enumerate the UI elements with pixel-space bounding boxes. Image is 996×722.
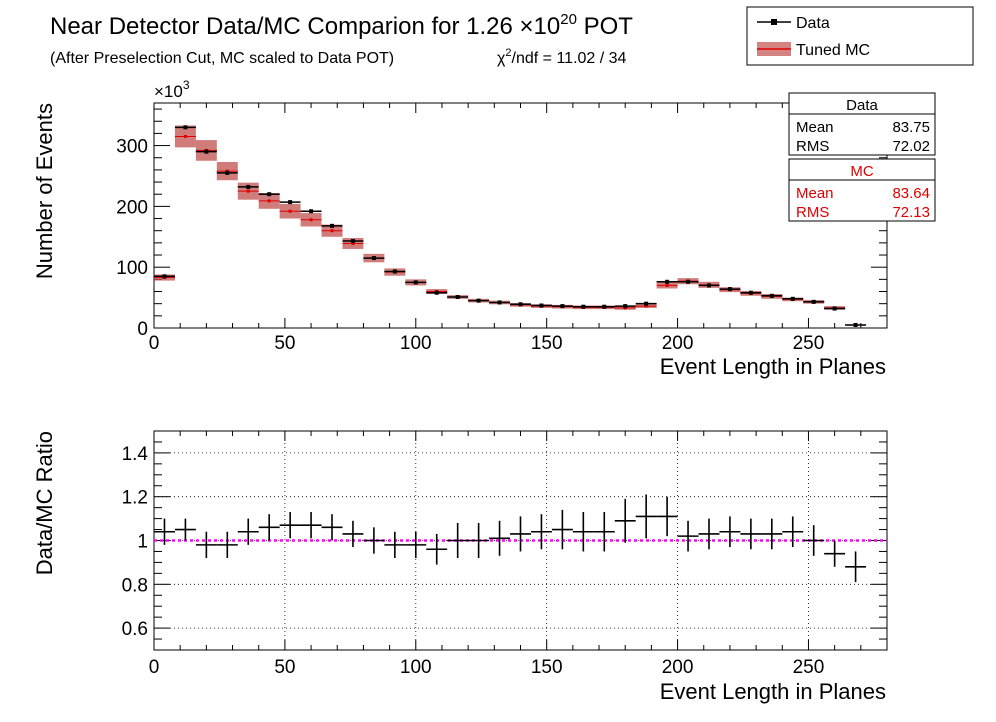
bottom-axis-ticks [153, 430, 888, 651]
x-tick-label: 250 [793, 657, 825, 678]
data-point [706, 283, 711, 288]
legend-mc-label: Tuned MC [796, 42, 870, 59]
mc-point [246, 189, 250, 193]
data-point [832, 306, 837, 311]
stats-data-rms-label: RMS [796, 138, 829, 155]
stats-data-mean-value: 83.75 [892, 119, 930, 136]
top-mc-bands [154, 125, 867, 326]
data-point [518, 302, 523, 307]
chi2-label: χ2/ndf = 11.02 / 34 [497, 47, 627, 67]
data-point [748, 290, 753, 295]
data-point [560, 304, 565, 309]
data-point [162, 274, 167, 279]
mc-point [665, 283, 669, 287]
x-tick-label: 100 [400, 333, 432, 354]
data-point [288, 200, 293, 205]
data-point [623, 304, 628, 309]
data-point [853, 322, 858, 327]
stats-data-mean-label: Mean [796, 119, 834, 136]
chart-title: Near Detector Data/MC Comparion for 1.26… [50, 11, 633, 40]
top-data-points [154, 125, 867, 327]
data-point [455, 294, 460, 299]
y-scale-label: ×103 [154, 78, 190, 101]
data-point [476, 298, 481, 303]
mc-point [288, 209, 292, 213]
x-tick-label: 200 [662, 333, 694, 354]
mc-point [309, 218, 313, 222]
data-point [581, 304, 586, 309]
stats-mc-mean-value: 83.64 [892, 185, 930, 202]
data-point [665, 279, 670, 284]
bottom-y-axis-label: Data/MC Ratio [32, 431, 57, 575]
top-y-tick-labels: 0 100 200 300 [116, 137, 148, 340]
data-point [183, 125, 188, 130]
data-point [686, 279, 691, 284]
mc-point [351, 241, 355, 245]
y-tick-label: 0 [137, 319, 148, 340]
y-tick-label: 200 [116, 197, 148, 218]
data-point [644, 301, 649, 306]
data-point [392, 269, 397, 274]
bottom-x-axis-label: Event Length in Planes [660, 679, 886, 704]
stats-mc-rms-label: RMS [796, 204, 829, 221]
x-tick-label: 150 [531, 657, 563, 678]
data-point [350, 239, 355, 244]
data-point [539, 303, 544, 308]
mc-point [267, 199, 271, 203]
stats-box-mc: MC Mean 83.64 RMS 72.13 [788, 158, 936, 222]
legend-data-marker [771, 19, 777, 25]
data-point [309, 209, 314, 214]
data-point [267, 192, 272, 197]
data-point [434, 290, 439, 295]
mc-point [644, 304, 648, 308]
ratio-points [154, 494, 867, 583]
y-tick-label: 1 [137, 532, 148, 553]
mc-point [330, 229, 334, 233]
y-tick-label: 1.2 [122, 488, 148, 509]
data-point [330, 223, 335, 228]
data-point [413, 280, 418, 285]
bottom-y-tick-labels: 0.6 0.8 1 1.2 1.4 [122, 444, 149, 640]
legend-data-label: Data [796, 15, 830, 32]
y-tick-label: 0.6 [122, 619, 148, 640]
stats-mc-rms-value: 72.13 [892, 204, 930, 221]
stats-data-title: Data [846, 97, 878, 114]
top-x-axis-label: Event Length in Planes [660, 354, 886, 379]
data-point [811, 299, 816, 304]
bottom-x-tick-labels: 0 50 100 150 200 250 [149, 657, 825, 678]
stats-box-data: Data Mean 83.75 RMS 72.02 [788, 92, 936, 156]
stats-mc-mean-label: Mean [796, 185, 834, 202]
stats-mc-title: MC [850, 163, 873, 180]
x-tick-label: 0 [149, 333, 160, 354]
y-tick-label: 300 [116, 137, 148, 158]
legend: Data Tuned MC [746, 6, 974, 66]
data-point [246, 184, 251, 189]
x-tick-label: 100 [400, 657, 432, 678]
data-point [790, 296, 795, 301]
chart-subtitle: (After Preselection Cut, MC scaled to Da… [50, 50, 394, 67]
x-tick-label: 200 [662, 657, 694, 678]
top-y-axis-label: Number of Events [32, 103, 57, 279]
mc-point [183, 134, 187, 138]
stats-data-rms-value: 72.02 [892, 138, 930, 155]
x-tick-label: 250 [793, 333, 825, 354]
data-point [497, 300, 502, 305]
x-tick-label: 50 [274, 657, 295, 678]
x-tick-label: 150 [531, 333, 563, 354]
data-point [727, 287, 732, 292]
y-tick-label: 0.8 [122, 575, 148, 596]
x-tick-label: 0 [149, 657, 160, 678]
data-point [602, 304, 607, 309]
data-point [371, 256, 376, 261]
top-x-tick-labels: 0 50 100 150 200 250 [149, 333, 825, 354]
y-tick-label: 100 [116, 258, 148, 279]
data-point [769, 293, 774, 298]
x-tick-label: 50 [274, 333, 295, 354]
top-mc-points [154, 134, 867, 327]
y-tick-label: 1.4 [122, 444, 149, 465]
data-point [225, 170, 230, 175]
data-point [204, 149, 209, 154]
